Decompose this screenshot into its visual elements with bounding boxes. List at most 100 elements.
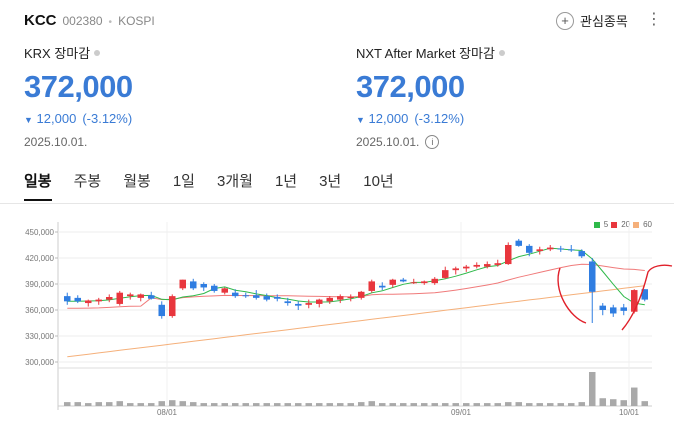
candle-body [294, 303, 302, 306]
candle-body [231, 292, 239, 297]
x-tick-label: 08/01 [157, 408, 178, 417]
tab-0[interactable]: 일봉 [24, 170, 52, 201]
tab-5[interactable]: 1년 [274, 173, 298, 190]
candle-body [200, 284, 208, 288]
candle-body [221, 288, 229, 293]
tab-4[interactable]: 3개월 [216, 173, 253, 190]
candle-body [588, 261, 596, 292]
candle-body [494, 263, 502, 265]
favorite-label: 관심종목 [580, 14, 628, 29]
krx-panel: KRX 장마감 372,000 ▼ 12,000 (-3.12%) 2025.10… [24, 43, 133, 149]
more-vertical-icon[interactable]: ⋮ [646, 11, 662, 28]
y-tick-label: 420,000 [25, 254, 54, 263]
candle-body [84, 300, 92, 304]
nxt-panel: NXT After Market 장마감 372,000 ▼ 12,000 (-3… [356, 43, 505, 149]
volume-bar [74, 402, 82, 406]
tab-2[interactable]: 월봉 [123, 173, 151, 190]
candle-body [242, 295, 250, 297]
candle-body [483, 264, 491, 267]
volume-bar [441, 403, 449, 406]
info-icon[interactable]: i [425, 135, 440, 149]
volume-bar [221, 403, 229, 406]
krx-change-value: 12,000 [36, 111, 77, 126]
volume-bar [546, 403, 554, 406]
chart-legend: 5 20 60 [593, 220, 652, 229]
candle-body [378, 285, 386, 288]
candle-body [452, 268, 460, 271]
volume-bar [630, 387, 638, 406]
legend-60: 60 [643, 220, 652, 229]
candle-body [473, 264, 481, 267]
candle-body [137, 294, 145, 298]
candle-body [95, 299, 103, 302]
y-tick-label: 300,000 [25, 358, 54, 367]
krx-label: KRX 장마감 [24, 46, 91, 61]
y-tick-label: 390,000 [25, 280, 54, 289]
legend-5: 5 [603, 220, 609, 229]
volume-bar [420, 403, 428, 406]
candle-body [557, 248, 565, 250]
status-dot-icon [94, 49, 101, 56]
candle-body [158, 304, 166, 317]
volume-bar [315, 403, 323, 406]
volume-bar [536, 403, 544, 406]
nxt-price: 372,000 [356, 69, 465, 104]
candle-body [431, 278, 439, 284]
volume-bar [641, 401, 649, 406]
tab-1[interactable]: 주봉 [73, 173, 102, 190]
volume-bar [231, 403, 239, 406]
tab-7[interactable]: 10년 [363, 173, 394, 190]
volume-bar [263, 403, 271, 406]
candle-body [116, 292, 124, 304]
nxt-label: NXT After Market 장마감 [356, 46, 495, 61]
volume-bar [284, 403, 292, 406]
tab-6[interactable]: 3년 [319, 173, 342, 190]
krx-change: ▼ 12,000 (-3.12%) [24, 111, 133, 126]
status-dot-icon [498, 49, 505, 56]
volume-bar [242, 403, 250, 406]
x-tick-label: 10/01 [619, 408, 640, 417]
candle-body [567, 249, 575, 251]
y-tick-label: 330,000 [25, 332, 54, 341]
candle-body [336, 296, 344, 300]
tab-3[interactable]: 1일 [172, 173, 195, 190]
volume-bar [147, 403, 155, 406]
candle-body [546, 247, 554, 250]
volume-bar [305, 403, 313, 406]
candle-body [536, 249, 544, 252]
candle-body [74, 297, 82, 302]
volume-bar [116, 401, 124, 406]
candle-body [210, 285, 218, 291]
volume-bar [578, 402, 586, 406]
separator-dot: • [108, 17, 113, 28]
candle-body [315, 299, 323, 304]
market-name: KOSPI [118, 14, 155, 28]
add-favorite-button[interactable]: + 관심종목 [556, 11, 628, 30]
candle-body [126, 294, 134, 297]
y-tick-label: 450,000 [25, 228, 54, 237]
volume-bar [137, 403, 145, 406]
volume-bar [599, 398, 607, 406]
volume-bar [63, 402, 71, 406]
volume-bar [431, 403, 439, 406]
krx-date: 2025.10.01. [24, 135, 88, 149]
divider [0, 203, 674, 204]
legend-20: 20 [621, 220, 631, 229]
candle-body [284, 301, 292, 304]
volume-bar [347, 403, 355, 406]
x-tick-label: 09/01 [451, 408, 472, 417]
volume-bar [357, 402, 365, 406]
volume-bar [483, 403, 491, 406]
volume-bar [189, 402, 197, 406]
legend-swatch-20 [611, 221, 618, 228]
legend-swatch-60 [633, 221, 640, 228]
volume-bar [504, 402, 512, 406]
stock-code: 002380 [62, 14, 103, 28]
candle-body [599, 305, 607, 310]
volume-bar [336, 403, 344, 406]
candle-body [420, 281, 428, 284]
candle-body [620, 307, 628, 311]
candle-body [630, 290, 638, 312]
volume-bar [515, 402, 523, 406]
